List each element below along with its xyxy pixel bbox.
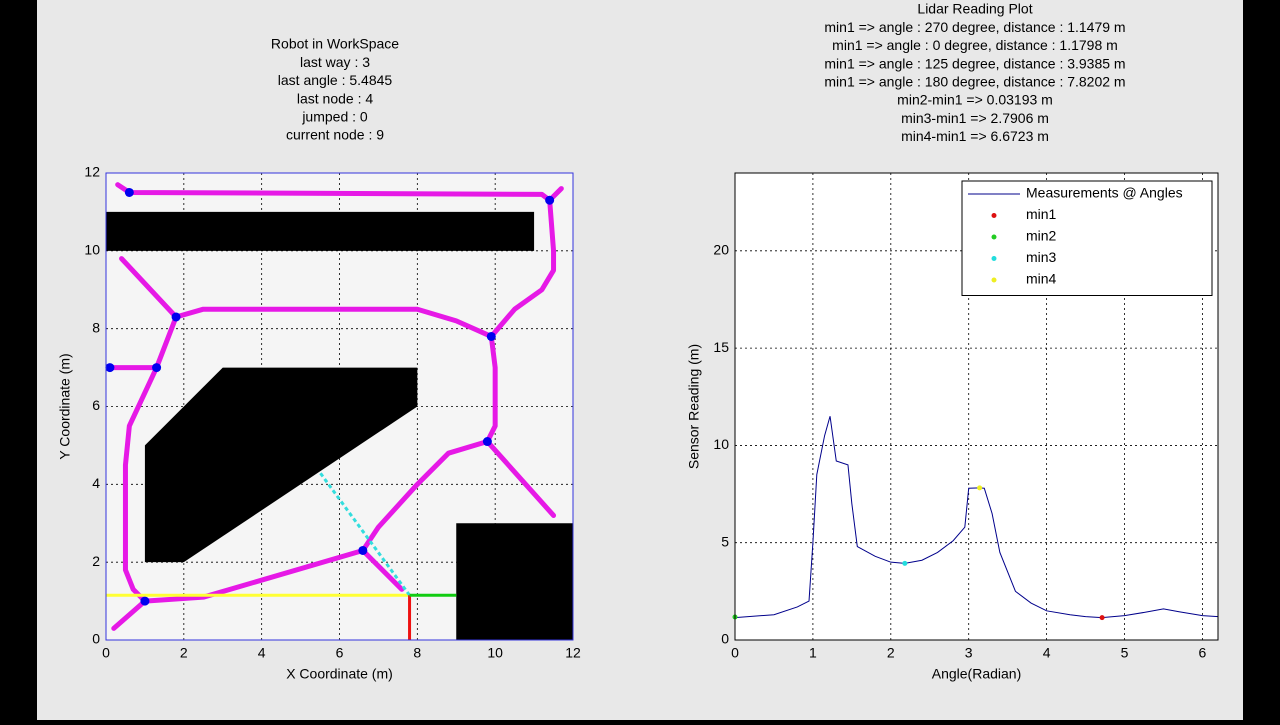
legend-marker [991, 277, 997, 283]
title-line: current node : 9 [286, 127, 384, 143]
title-line: Lidar Reading Plot [917, 1, 1032, 17]
y-tick-label: 4 [92, 475, 100, 491]
lidar-ray [318, 471, 411, 597]
axes-frame [105, 172, 574, 641]
x-tick-label: 12 [565, 645, 581, 661]
robot-path [115, 182, 564, 203]
y-tick-label: 2 [92, 553, 100, 569]
min-point [977, 485, 983, 491]
x-tick-label: 10 [487, 645, 503, 661]
title-line: min4-min1 => 6.6723 m [901, 128, 1049, 144]
robot-path [360, 439, 490, 592]
legend-label: Measurements @ Angles [1026, 185, 1183, 201]
node [105, 363, 115, 373]
x-tick-label: 0 [731, 645, 739, 661]
x-tick-label: 8 [413, 645, 421, 661]
x-tick-label: 2 [180, 645, 188, 661]
title-line: min1 => angle : 0 degree, distance : 1.1… [832, 37, 1118, 53]
x-tick-label: 4 [258, 645, 266, 661]
y-tick-label: 0 [721, 631, 729, 647]
y-tick-label: 12 [84, 164, 100, 180]
node [482, 437, 492, 447]
obstacle [106, 211, 535, 251]
title-line: Robot in WorkSpace [271, 36, 399, 52]
x-tick-label: 2 [887, 645, 895, 661]
node [140, 596, 150, 606]
robot-path [488, 197, 557, 339]
node [171, 312, 181, 322]
legend-label: min3 [1026, 249, 1057, 265]
legend-marker [991, 213, 997, 218]
axes-frame [734, 172, 1219, 641]
min-point [1099, 615, 1105, 621]
robot-path [119, 256, 557, 518]
obstacle [456, 523, 573, 640]
x-axis-label: Angle(Radian) [932, 666, 1022, 682]
title-line: min1 => angle : 125 degree, distance : 3… [824, 55, 1125, 71]
title-line: last node : 4 [297, 90, 373, 106]
title-line: min2-min1 => 0.03193 m [897, 92, 1053, 108]
node [486, 331, 496, 341]
legend [961, 180, 1213, 296]
y-tick-label: 8 [92, 319, 100, 335]
measurement-line [734, 416, 1219, 619]
y-tick-label: 10 [713, 436, 729, 452]
y-axis-label: Y Coordinate (m) [57, 353, 73, 459]
robot-path [142, 547, 366, 604]
x-tick-label: 6 [336, 645, 344, 661]
x-axis-label: X Coordinate (m) [286, 666, 393, 682]
x-tick-label: 3 [965, 645, 973, 661]
y-tick-label: 20 [713, 242, 729, 258]
y-tick-label: 6 [92, 397, 100, 413]
node [152, 363, 162, 373]
min-point [902, 560, 908, 566]
legend-label: min4 [1026, 271, 1057, 287]
title-line: jumped : 0 [301, 109, 368, 125]
x-tick-label: 1 [809, 645, 817, 661]
node [545, 195, 555, 205]
legend-label: min1 [1026, 206, 1057, 222]
title-line: min1 => angle : 180 degree, distance : 7… [824, 74, 1125, 90]
y-tick-label: 10 [84, 242, 100, 258]
node [358, 545, 368, 555]
title-line: min1 => angle : 270 degree, distance : 1… [824, 19, 1125, 35]
y-tick-label: 0 [92, 631, 100, 647]
y-axis-label: Sensor Reading (m) [686, 344, 702, 469]
x-tick-label: 4 [1043, 645, 1051, 661]
title-line: min3-min1 => 2.7906 m [901, 110, 1049, 126]
obstacle [144, 367, 418, 563]
x-tick-label: 5 [1121, 645, 1129, 661]
y-tick-label: 5 [721, 533, 729, 549]
title-line: last angle : 5.4845 [278, 72, 393, 88]
legend-marker [991, 234, 997, 240]
y-tick-label: 15 [713, 339, 729, 355]
legend-marker [991, 256, 997, 261]
node [124, 187, 134, 197]
title-line: last way : 3 [300, 54, 370, 70]
x-tick-label: 0 [102, 645, 110, 661]
x-tick-label: 6 [1199, 645, 1207, 661]
legend-label: min2 [1026, 228, 1057, 244]
